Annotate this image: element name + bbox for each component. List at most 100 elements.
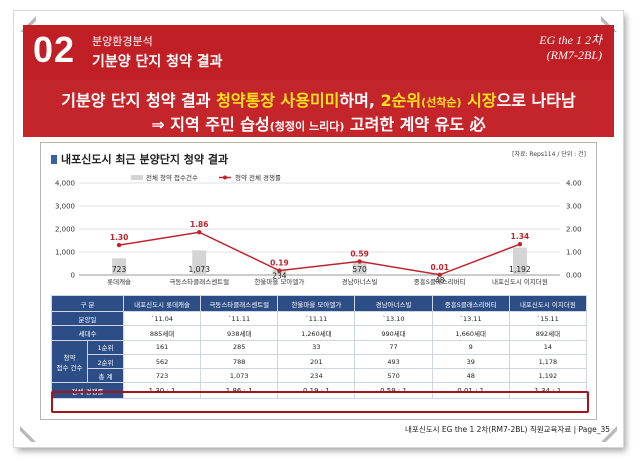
x-tick-label: 내포신도시 이지더원 [492, 277, 548, 286]
table-cell: 1,178 [508, 353, 588, 370]
msg-highlight: 시장 [461, 91, 497, 110]
table-cell: 1,192 [508, 368, 588, 384]
bar [112, 258, 127, 275]
table-row: 분양일 `11.04 `11.11 `11.11 `13.10 `13.11 `… [51, 310, 588, 327]
table-cell: 562 [122, 353, 202, 370]
table-header-cell: 경남아너스빌 [354, 295, 433, 312]
legend-label: 청약 전체 경쟁률 [235, 173, 281, 182]
table-cell: 161 [122, 339, 202, 355]
line-data-label: 1.34 [511, 232, 530, 241]
msg-part: 고려한 계약 유도 必 [344, 115, 486, 134]
line-point [357, 259, 362, 264]
table-cell: 788 [200, 353, 279, 370]
table-row: 세대수 885세대 938세대 1,260세대 990세대 1,660세대 89… [51, 325, 588, 341]
y-right-tick-label: 2.00 [566, 226, 582, 234]
project-name-line1: EG the 1 2차 [539, 33, 602, 47]
line-data-label: 1.30 [110, 233, 129, 242]
table-cell: 892세대 [508, 325, 588, 341]
line-point [116, 242, 122, 248]
table-cell: 885세대 [122, 325, 202, 341]
bar [512, 247, 527, 275]
msg-part: 하며, [339, 91, 381, 110]
line-data-label: 0.59 [350, 249, 369, 258]
group-label-line2: 접수 건수 [56, 363, 83, 372]
table-cell: 14 [508, 339, 588, 355]
table-cell: `13.11 [431, 310, 510, 327]
table-cell: 1,073 [200, 368, 279, 384]
table-row: 총 계 723 1,073 234 570 48 1,192 [52, 368, 588, 384]
table-cell: `13.10 [354, 310, 433, 327]
msg-highlight-small: (선착순) [421, 96, 462, 109]
line-data-label: 0.01 [430, 263, 449, 272]
row-label: 1순위 [87, 339, 124, 355]
table-cell: 0.19 : 1 [277, 382, 356, 400]
y-right-tick-label: 3.00 [566, 203, 582, 211]
bar-data-label: 1,073 [189, 265, 211, 274]
table-cell: 33 [277, 339, 356, 355]
table-cell: 1,660세대 [431, 325, 510, 341]
y-left-tick-label: 2,000 [55, 226, 75, 234]
x-tick-label: 경남아너스빌 [342, 277, 378, 286]
msg-part: ⇒ 지역 주민 습성 [151, 115, 270, 134]
table-row: 2순위 562 788 201 493 39 1,178 [52, 353, 588, 370]
table-header-cell: 한울마을 모아엘가 [277, 295, 356, 312]
row-label: 총 계 [87, 368, 124, 384]
line-point [197, 230, 202, 235]
row-label: 2순위 [87, 353, 124, 370]
table-cell: `11.04 [122, 310, 202, 327]
bar-data-label: 723 [112, 265, 127, 274]
table-cell: 285 [200, 339, 279, 355]
table-cell: 1.34 : 1 [508, 382, 588, 400]
table-cell: `11.11 [200, 310, 279, 327]
table-header-cell: 내포신도시 롯데캐슬 [122, 295, 202, 312]
y-right-tick-label: 0.00 [566, 272, 582, 280]
subscription-chart: 0 1,000 2,000 3,000 4,000 0.00 1.00 2.00 3.00 4.0… [55, 173, 582, 286]
table-header-cell: 극동스타클래스센트럴 [200, 295, 279, 312]
table-cell: 723 [122, 368, 202, 384]
total-row: 전체 경쟁률 1.30 : 1 1.86 : 1 0.19 : 1 0.59 :… [51, 382, 588, 400]
table-cell: 48 [431, 368, 510, 384]
source-note: [자료: Reps114 / 단위 : 건] [512, 151, 586, 158]
section-title: 기분양 단지 청약 결과 [92, 54, 223, 70]
table-cell: 990세대 [354, 325, 433, 341]
msg-note: (청정이 느리다) [269, 120, 345, 133]
section-number: 02 [33, 29, 76, 70]
group-label: 청약 접수 건수 [51, 339, 88, 384]
section-subtitle: 분양환경분석 [92, 35, 153, 48]
y-left-tick-label: 0 [71, 272, 75, 280]
table-cell: 9 [431, 339, 510, 355]
table-cell: `11.11 [277, 310, 356, 327]
legend-label: 전체 청약 접수건수 [146, 173, 198, 182]
table-row: 청약 접수 건수 1순위 161 285 33 77 9 14 [51, 339, 588, 384]
table-cell: 938세대 [200, 325, 279, 341]
table-cell: 570 [354, 368, 433, 384]
table-cell: 234 [277, 368, 356, 384]
x-tick-label: 한울마을 모아엘가 [254, 277, 304, 286]
y-left-tick-label: 4,000 [55, 180, 75, 188]
y-right-tick-label: 4.00 [566, 180, 582, 188]
table-cell: 39 [431, 353, 510, 370]
y-left-tick-label: 1,000 [55, 249, 75, 257]
content-panel: 내포신도시 최근 분양단지 청약 결과 [자료: Reps114 / 단위 : … [40, 142, 597, 420]
bar [352, 261, 367, 275]
line-data-label: 1.86 [190, 220, 209, 229]
bar-data-label: 570 [352, 265, 367, 274]
slide-header: 02 분양환경분석 기분양 단지 청약 결과 EG the 1 2차 (RM7-… [23, 25, 614, 80]
project-name-line2: (RM7-2BL) [546, 48, 602, 62]
table-cell: 77 [354, 339, 433, 355]
title-bullet [51, 155, 57, 164]
table-cell: 493 [354, 353, 433, 370]
row-label: 세대수 [51, 325, 124, 341]
key-message-line2: ⇒ 지역 주민 습성(청정이 느리다) 고려한 계약 유도 必 [23, 111, 614, 135]
panel-title-text: 내포신도시 최근 분양단지 청약 결과 [61, 153, 229, 166]
msg-highlight: 청약통장 사용미미 [216, 91, 340, 110]
bar-data-label: 48 [435, 276, 445, 285]
table-header-cell: 구 분 [51, 295, 124, 312]
line-series [118, 231, 521, 276]
msg-part: 으로 나타남 [496, 91, 576, 110]
msg-highlight: 2순위 [380, 91, 422, 110]
panel-title: 내포신도시 최근 분양단지 청약 결과 [51, 151, 228, 167]
row-label: 분양일 [51, 310, 124, 327]
x-tick-label: 롯데캐슬 [107, 277, 131, 286]
legend-marker [223, 175, 227, 180]
